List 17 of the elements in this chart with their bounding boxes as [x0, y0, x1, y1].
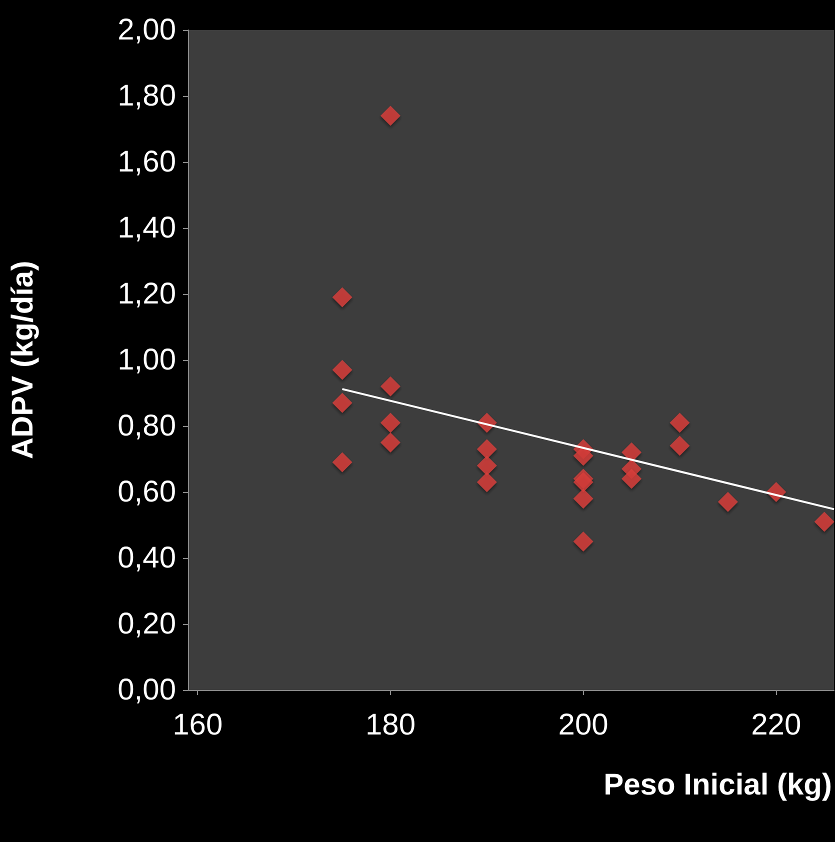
y-tick-label: 0,00: [118, 674, 176, 706]
x-tick-label: 180: [365, 708, 416, 742]
x-tick-label: 200: [558, 708, 608, 742]
y-tick-label: 0,80: [118, 410, 176, 442]
y-axis-title: ADPV (kg/día): [6, 260, 40, 460]
y-tick-label: 1,40: [118, 212, 176, 244]
y-tick-label: 0,40: [118, 542, 176, 574]
x-tick-label: 220: [751, 708, 802, 742]
y-tick-label: 1,20: [118, 278, 176, 310]
y-tick-label: 1,00: [118, 344, 176, 376]
y-tick-label: 1,60: [118, 146, 176, 178]
x-tick-label: 160: [172, 708, 223, 742]
y-tick-label: 0,60: [118, 476, 176, 508]
y-tick-label: 2,00: [118, 14, 176, 46]
y-tick-label: 0,20: [118, 608, 176, 640]
x-axis-title: Peso Inicial (kg): [604, 768, 832, 802]
y-tick-label: 1,80: [118, 80, 176, 112]
